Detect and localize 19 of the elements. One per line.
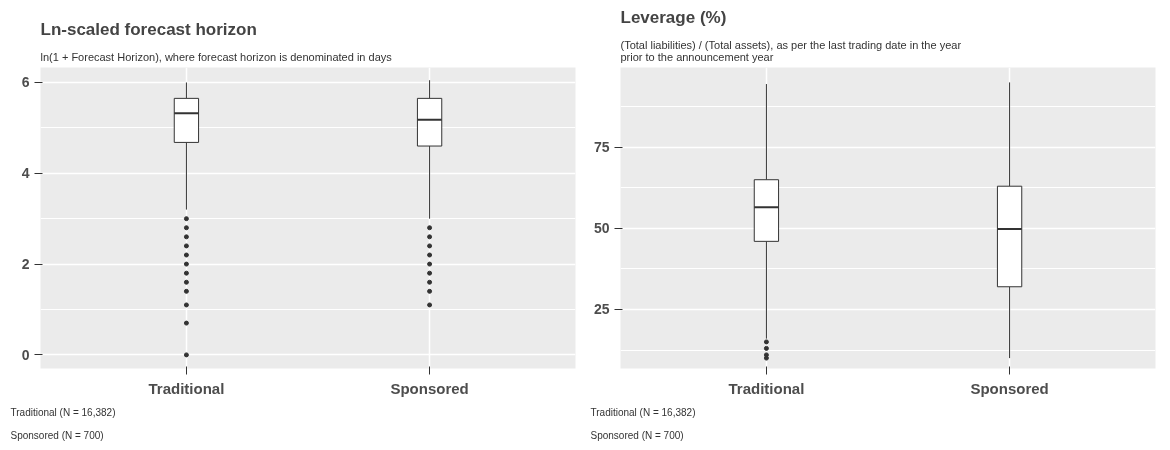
x-tick-label: Sponsored [970, 379, 1049, 397]
y-tick-label: 0 [21, 346, 30, 363]
chart-title: Leverage (%) [620, 7, 727, 27]
chart-subtitle: ln(1 + Forecast Horizon), where forecast horizon is denominated in days [40, 50, 393, 63]
text: Sponsored (N = 700) [10, 429, 104, 441]
y-tick-label: 25 [593, 301, 610, 318]
y-tick-label: 2 [21, 256, 30, 273]
y-tick-label: 4 [21, 165, 30, 182]
x-tick-label: Traditional [728, 379, 805, 397]
text: Traditional (N = 16,382) [590, 406, 696, 418]
y-tick-label: 50 [593, 220, 610, 237]
x-tick-label: Sponsored [390, 379, 469, 397]
y-tick-label: 75 [593, 139, 610, 156]
y-tick-label: 6 [21, 74, 30, 91]
text: Traditional (N = 16,382) [10, 406, 116, 418]
chart-subtitle: (Total liabilities) / (Total assets), as per the last trading date in the year prior to the announcement year [620, 38, 962, 63]
chart-title: Ln-scaled forecast horizon [40, 19, 257, 39]
x-tick-label: Traditional [148, 379, 225, 397]
text: Sponsored (N = 700) [590, 429, 684, 441]
